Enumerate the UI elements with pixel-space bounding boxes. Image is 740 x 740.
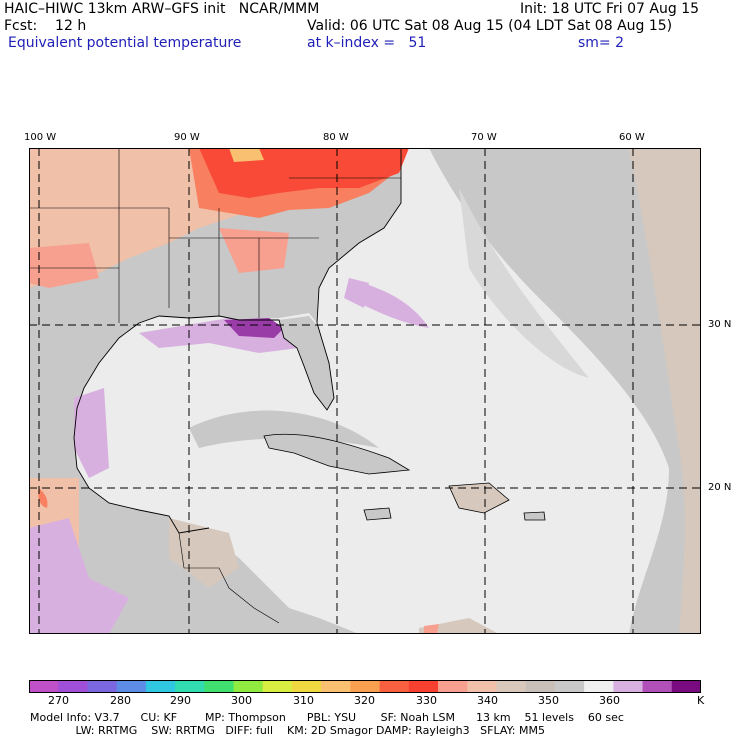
gulf-coast [73,315,335,534]
east-tan-band [629,148,701,634]
lon-label-80w: 80 W [323,132,349,143]
puerto-rico [523,511,546,521]
graticule [29,148,701,634]
mexico-orange-spot [38,488,48,508]
colorbar-swatch [116,680,147,693]
colorbar-tick-280: 280 [110,694,131,707]
colorbar-tick-350: 350 [538,694,559,707]
colorbar-tick-340: 340 [477,694,498,707]
colorbar-unit: K [697,694,705,707]
field-name: Equivalent potential temperature [8,35,242,51]
colorbar-tick-330: 330 [416,694,437,707]
gulf-coast-purple [224,318,284,338]
ohio-valley-yellow [229,148,264,162]
atlantic-lilac-patch-2 [344,278,369,308]
model-info-line2: LW: RRTMG SW: RRTMG DIFF: full KM: 2D Sm… [30,724,545,737]
texas-coast-lilac [74,388,109,478]
colorbar-swatch [145,680,176,693]
colorbar-swatch [29,680,59,693]
theta-e-map [29,148,701,634]
colorbar-swatch [262,680,293,693]
lon-label-60w: 60 W [619,132,645,143]
level-info: at k–index = 51 [307,35,427,51]
colorbar-swatch [233,680,264,693]
colorbar-tick-310: 310 [293,694,314,707]
colorbar-swatch [408,680,439,693]
colorbar-swatch [467,680,497,693]
colorbar-swatch [379,680,410,693]
colorbar-swatch [58,680,88,693]
jamaica [363,507,392,521]
forecast-hour: Fcst: 12 h [4,18,87,34]
colorbar-swatch [642,680,673,693]
colorbar-frame [29,680,701,693]
colorbar-swatch [321,680,351,693]
colorbar-swatch [438,680,468,693]
south-america-tan [419,618,499,634]
colorbar-swatch [613,680,644,693]
colorbar-swatch [584,680,614,693]
lat-label-30n: 30 N [708,319,732,330]
init-time: Init: 18 UTC Fri 07 Aug 15 [520,1,700,17]
colorbar-tick-290: 290 [170,694,191,707]
hispaniola [448,482,510,514]
north-america-land [29,148,401,634]
colorbar-swatch [525,680,556,693]
colorbar-swatch [350,680,381,693]
colorbar-swatch [554,680,585,693]
mexico-lilac [29,518,129,634]
southeast-salmon [219,228,289,273]
colorbar-tick-300: 300 [231,694,252,707]
colorbar-tick-360: 360 [599,694,620,707]
florida [279,316,334,410]
south-america-salmon [424,624,439,634]
map-frame [29,148,701,634]
colorbar-swatch [204,680,235,693]
atlantic-lilac-patch [349,278,429,328]
yucatan-tan [169,518,239,588]
colorbar-swatch [671,680,701,693]
texas-salmon [29,243,99,288]
colorbar-swatch [87,680,118,693]
model-title: HAIC–HIWC 13km ARW–GFS init NCAR/MMM [4,1,320,17]
lon-label-90w: 90 W [174,132,200,143]
central-america-borders [178,532,280,624]
colorbar-swatch [175,680,205,693]
lon-label-100w: 100 W [24,132,57,143]
valid-time: Valid: 06 UTC Sat 08 Aug 15 (04 LDT Sat … [307,18,673,34]
model-info-line1: Model Info: V3.7 CU: KF MP: Thompson PBL… [30,711,624,724]
colorbar-tick-320: 320 [354,694,375,707]
colorbar-tick-270: 270 [48,694,69,707]
gulf-gray-streak [189,410,379,448]
lon-label-70w: 70 W [471,132,497,143]
east-coast [316,148,402,324]
smoothing-info: sm= 2 [578,35,625,51]
state-borders [29,148,401,323]
colorbar-swatch [291,680,322,693]
lat-label-20n: 20 N [708,482,732,493]
colorbar-swatch [496,680,527,693]
colorbar [29,680,701,693]
